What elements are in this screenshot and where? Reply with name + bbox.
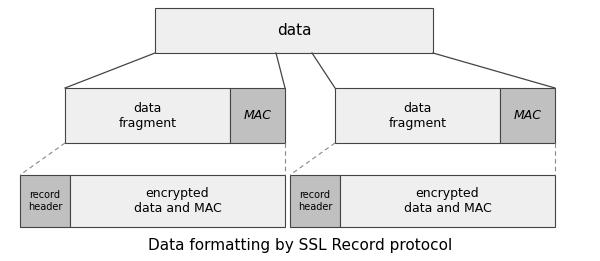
Bar	[155, 8, 433, 53]
Bar	[65, 88, 230, 143]
Bar	[20, 175, 70, 227]
Bar	[335, 88, 500, 143]
Text: encrypted
data and MAC: encrypted data and MAC	[134, 187, 221, 215]
Text: MAC: MAC	[244, 109, 271, 122]
Text: record
header: record header	[298, 190, 332, 212]
Text: data
fragment: data fragment	[119, 102, 176, 129]
Bar	[230, 88, 285, 143]
Bar	[500, 88, 555, 143]
Bar	[290, 175, 340, 227]
Text: data: data	[277, 23, 311, 38]
Bar	[70, 175, 285, 227]
Text: encrypted
data and MAC: encrypted data and MAC	[404, 187, 491, 215]
Text: Data formatting by SSL Record protocol: Data formatting by SSL Record protocol	[148, 238, 452, 253]
Text: MAC: MAC	[514, 109, 542, 122]
Text: record
header: record header	[28, 190, 62, 212]
Bar	[340, 175, 555, 227]
Text: data
fragment: data fragment	[389, 102, 446, 129]
